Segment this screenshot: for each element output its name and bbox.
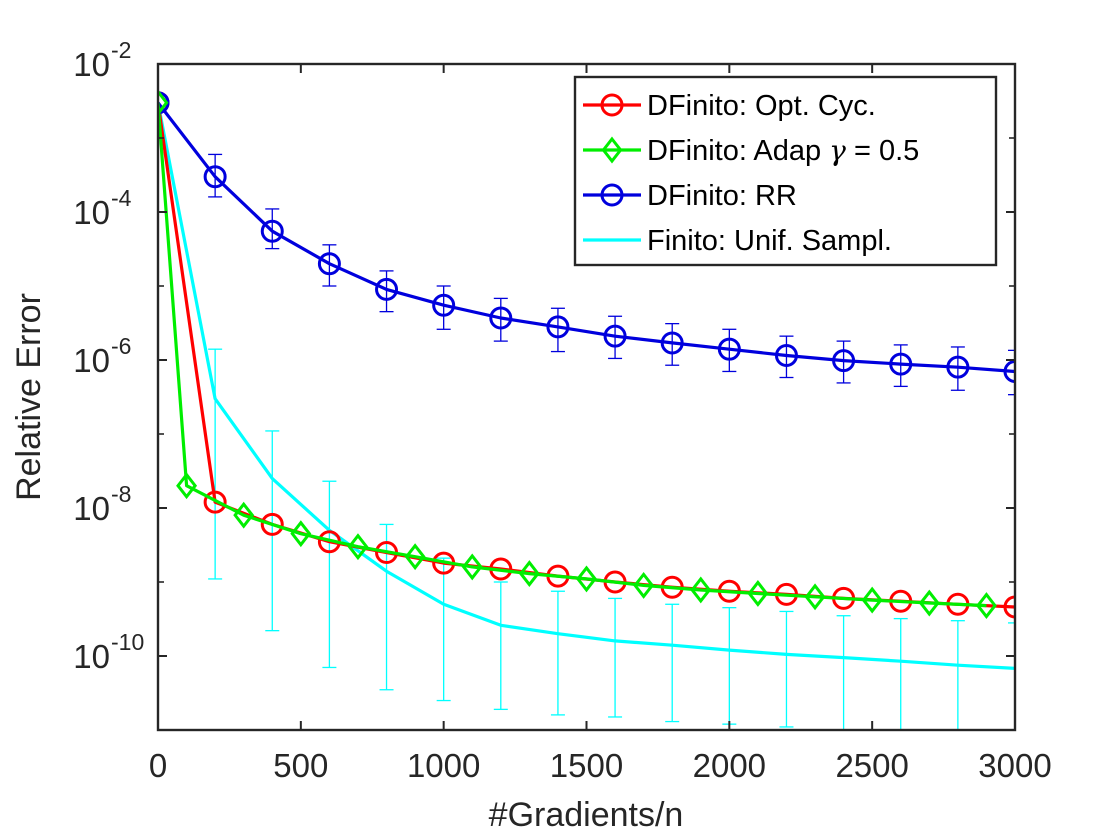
data-point <box>260 219 284 243</box>
data-point <box>946 355 970 379</box>
data-point <box>1003 595 1015 619</box>
data-point <box>660 331 684 355</box>
y-tick-exponent: -10 <box>111 629 144 655</box>
legend-entry-1: DFinito: Adap γ = 0.5 <box>583 134 919 167</box>
data-point <box>233 501 255 529</box>
x-tick-label: 3000 <box>978 747 1051 784</box>
data-point <box>576 565 597 593</box>
legend-box <box>573 75 998 267</box>
data-point <box>461 553 483 581</box>
x-tick-label: 500 <box>273 747 328 784</box>
data-point <box>747 580 769 607</box>
data-point <box>432 293 456 317</box>
error-bars-3 <box>208 348 1015 730</box>
data-point <box>1003 359 1015 383</box>
legend-label-text: DFinito: RR <box>647 180 797 212</box>
legend-label: DFinito: Adap γ = 0.5 <box>647 134 919 167</box>
error-bars-2 <box>208 153 1015 396</box>
legend-entry-2: DFinito: RR <box>583 180 797 212</box>
data-point <box>375 277 399 301</box>
y-tick-label: 10 <box>73 194 110 231</box>
x-tick-label: 0 <box>149 747 167 784</box>
y-tick-exponent: -2 <box>111 37 131 63</box>
x-tick-label: 1000 <box>407 747 480 784</box>
data-point <box>260 512 284 536</box>
x-tick-label: 2500 <box>835 747 908 784</box>
data-point <box>832 349 856 373</box>
data-point <box>918 589 940 617</box>
data-point <box>717 337 741 361</box>
data-point <box>347 533 369 561</box>
data-point <box>518 560 540 588</box>
data-point <box>774 344 798 368</box>
data-point <box>203 165 227 189</box>
series-2 <box>158 91 1015 383</box>
data-point <box>633 571 655 599</box>
data-point <box>317 252 341 276</box>
data-point <box>203 490 227 514</box>
legend-label-text: DFinito: Opt. Cyc. <box>647 90 876 122</box>
legend-marker <box>600 183 624 207</box>
x-tick-label: 1500 <box>550 747 623 784</box>
series-line <box>158 102 1015 670</box>
legend-label: DFinito: Opt. Cyc. <box>647 90 876 122</box>
series-line <box>158 102 987 608</box>
y-tick-label: 10 <box>73 490 110 527</box>
legend-label-text: Finito: Unif. Sampl. <box>647 225 892 257</box>
legend-marker <box>600 93 624 117</box>
legend-label: Finito: Unif. Sampl. <box>647 225 892 257</box>
data-point <box>158 89 169 117</box>
legend-label: DFinito: RR <box>647 180 797 212</box>
legend-entry-3: Finito: Unif. Sampl. <box>583 225 892 257</box>
data-point <box>804 583 826 611</box>
legend-label-text: DFinito: Adap <box>647 135 829 167</box>
y-tick-exponent: -6 <box>111 333 131 359</box>
data-point <box>861 586 883 614</box>
series-layer <box>158 89 1015 730</box>
y-tick-label: 10 <box>73 342 110 379</box>
legend-gamma-symbol: γ <box>829 134 846 167</box>
data-point <box>489 306 513 330</box>
x-axis-label: #Gradients/n <box>489 796 684 834</box>
legend-label-suffix: = 0.5 <box>846 135 919 167</box>
series-line <box>158 101 1015 374</box>
legend-marker <box>601 136 623 164</box>
data-point <box>975 592 997 620</box>
data-point <box>546 315 570 339</box>
y-tick-label: 10 <box>73 46 110 83</box>
data-point <box>404 543 426 571</box>
data-point <box>176 472 198 500</box>
y-tick-label: 10 <box>73 638 110 675</box>
y-tick-exponent: -8 <box>111 481 131 507</box>
data-point <box>889 352 913 376</box>
data-point <box>603 324 627 348</box>
series-1 <box>158 89 997 620</box>
series-3 <box>158 102 1015 670</box>
legend: DFinito: Opt. Cyc.DFinito: Adap γ = 0.5D… <box>573 75 998 267</box>
data-point <box>290 520 312 548</box>
data-point <box>690 576 712 604</box>
x-tick-label: 2000 <box>693 747 766 784</box>
legend-entry-0: DFinito: Opt. Cyc. <box>583 90 876 122</box>
y-tick-exponent: -4 <box>111 185 132 211</box>
y-axis-label: Relative Error <box>10 293 48 501</box>
